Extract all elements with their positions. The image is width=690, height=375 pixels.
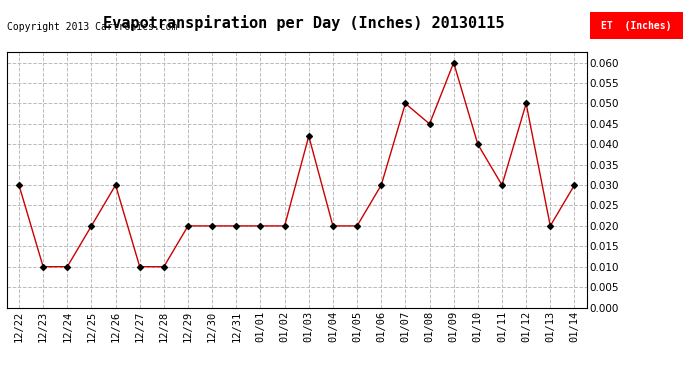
Text: ET  (Inches): ET (Inches) [601,21,672,31]
Text: Copyright 2013 Cartronics.com: Copyright 2013 Cartronics.com [7,22,177,32]
Text: Evapotranspiration per Day (Inches) 20130115: Evapotranspiration per Day (Inches) 2013… [103,15,504,31]
